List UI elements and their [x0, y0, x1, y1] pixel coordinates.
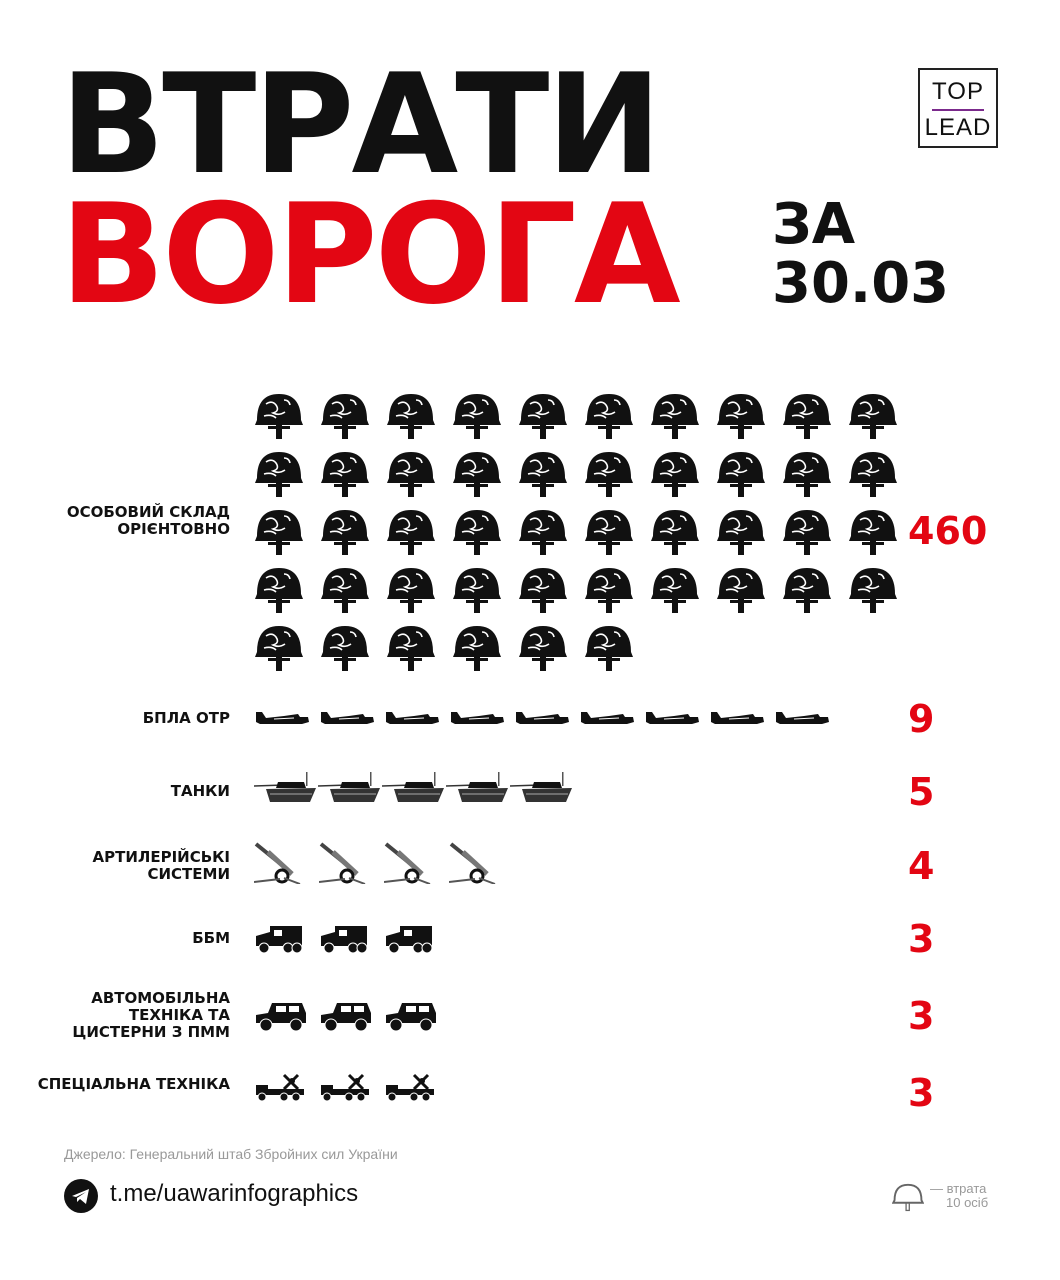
special-vehicle-icon	[256, 1073, 304, 1102]
helmet-icon	[387, 394, 435, 439]
artillery-icon	[319, 842, 366, 884]
drone-icon	[451, 712, 504, 724]
helmet-icon	[321, 394, 369, 439]
drone-icon	[581, 712, 634, 724]
value-label: 3	[908, 1071, 935, 1115]
helmet-icon	[717, 452, 765, 497]
helmet-icon	[849, 568, 897, 613]
helmet-icon	[585, 510, 633, 555]
helmet-icon	[453, 510, 501, 555]
category-label: ТАНКИ	[170, 782, 230, 800]
category-label: АРТИЛЕРІЙСЬКІ СИСТЕМИ	[92, 848, 230, 883]
category-label: БПЛА ОТР	[142, 709, 230, 727]
helmet-icon	[387, 568, 435, 613]
helmet-icon	[783, 394, 831, 439]
category-label: СПЕЦІАЛЬНА ТЕХНІКА	[37, 1075, 230, 1093]
helmet-icon	[651, 510, 699, 555]
drone-icon	[711, 712, 764, 724]
helmet-icon	[717, 510, 765, 555]
helmet-icon	[585, 626, 633, 671]
category-label: ББМ	[192, 929, 230, 947]
category-label: ОСОБОВИЙ СКЛАД ОРІЄНТОВНО	[66, 503, 230, 538]
legend-text: — втрата 10 осіб	[930, 1181, 989, 1210]
legend-helmet-icon	[891, 1180, 925, 1214]
tank-icon	[446, 772, 508, 802]
title-line-1: ВТРАТИ	[60, 44, 662, 205]
helmet-icon	[651, 568, 699, 613]
helmet-icon	[519, 510, 567, 555]
helmet-icon	[387, 452, 435, 497]
helmet-icon	[849, 510, 897, 555]
helmet-icon	[321, 510, 369, 555]
category-label: АВТОМОБІЛЬНА ТЕХНІКА ТА ЦИСТЕРНИ З ПММ	[72, 989, 230, 1041]
title-date: 30.03	[772, 251, 950, 316]
value-label: 9	[908, 697, 935, 741]
helmet-icon	[453, 452, 501, 497]
drone-icon	[386, 712, 439, 724]
helmet-icon	[387, 626, 435, 671]
drone-icon	[776, 712, 829, 724]
drone-icon	[256, 712, 309, 724]
helmet-icon	[387, 510, 435, 555]
helmet-icon	[783, 510, 831, 555]
value-label: 460	[908, 509, 988, 553]
helmet-icon	[255, 626, 303, 671]
special-vehicle-icon	[386, 1073, 434, 1102]
top-lead-logo: TOP LEAD	[918, 68, 998, 148]
helmet-icon	[717, 394, 765, 439]
drone-icon	[646, 712, 699, 724]
helmet-icon	[849, 452, 897, 497]
title-za: ЗА	[772, 192, 856, 257]
helmet-icon	[651, 394, 699, 439]
helmet-icon	[255, 510, 303, 555]
apc-icon	[386, 926, 433, 954]
drone-icon	[321, 712, 374, 724]
value-label: 3	[908, 994, 935, 1038]
apc-icon	[321, 926, 368, 954]
drone-icon	[516, 712, 569, 724]
telegram-link[interactable]: t.me/uawarinfographics	[110, 1180, 359, 1207]
helmet-icon	[519, 452, 567, 497]
jeep-icon	[256, 1003, 306, 1032]
helmet-icon	[585, 452, 633, 497]
tank-icon	[318, 772, 380, 802]
artillery-icon	[254, 842, 301, 884]
artillery-icon	[384, 842, 431, 884]
special-vehicle-icon	[321, 1073, 369, 1102]
helmet-icon	[783, 452, 831, 497]
helmet-icon	[321, 568, 369, 613]
tank-icon	[254, 772, 316, 802]
helmet-icon	[453, 568, 501, 613]
helmet-icon	[651, 452, 699, 497]
value-label: 3	[908, 917, 935, 961]
apc-icon	[256, 926, 303, 954]
helmet-icon	[519, 394, 567, 439]
helmet-icon	[255, 394, 303, 439]
helmet-icon	[519, 568, 567, 613]
helmet-icon	[585, 394, 633, 439]
helmet-icon	[255, 568, 303, 613]
helmet-icon	[255, 452, 303, 497]
helmet-icon	[453, 394, 501, 439]
value-label: 5	[908, 770, 935, 814]
source-text: Джерело: Генеральний штаб Збройних сил У…	[64, 1146, 398, 1162]
helmet-icon	[783, 568, 831, 613]
helmet-icon	[519, 626, 567, 671]
jeep-icon	[321, 1003, 371, 1032]
value-label: 4	[908, 844, 935, 888]
artillery-icon	[449, 842, 496, 884]
helmet-icon	[453, 626, 501, 671]
helmet-icon	[321, 626, 369, 671]
helmet-icon	[849, 394, 897, 439]
jeep-icon	[386, 1003, 436, 1032]
tank-icon	[382, 772, 444, 802]
telegram-icon[interactable]	[64, 1179, 98, 1213]
title-line-2: ВОРОГА	[60, 174, 681, 335]
helmet-icon	[717, 568, 765, 613]
helmet-icon	[321, 452, 369, 497]
helmet-icon	[585, 568, 633, 613]
tank-icon	[510, 772, 572, 802]
